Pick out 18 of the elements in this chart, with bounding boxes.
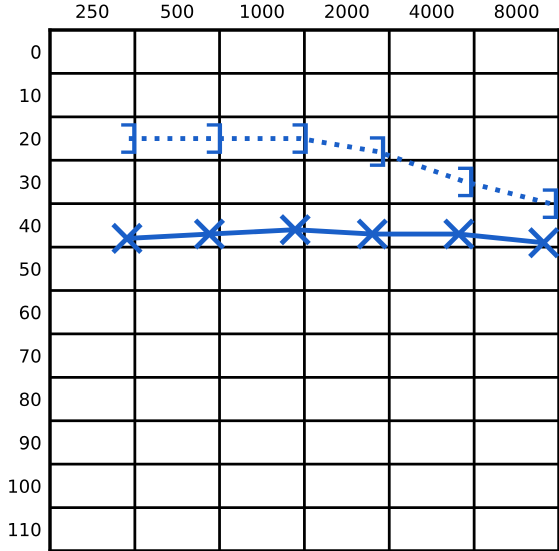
y-tick-label: 90: [20, 436, 40, 450]
y-tick-label: 60: [20, 306, 40, 320]
x-tick-label: 8000: [494, 4, 538, 18]
x-tick-label: 2000: [325, 4, 369, 18]
y-tick-label: 80: [20, 392, 40, 406]
x-tick-label: 4000: [410, 4, 454, 18]
y-tick-label: 70: [20, 349, 40, 363]
y-tick-label: 30: [20, 175, 40, 190]
y-tick-label: 20: [20, 132, 40, 146]
y-tick-label: 0: [31, 45, 40, 59]
y-tick-label: 50: [20, 262, 40, 276]
x-tick-label: 500: [161, 4, 194, 18]
x-tick-label: 250: [76, 4, 108, 18]
x-tick-label: 1000: [241, 4, 284, 18]
y-tick-label: 110: [9, 522, 40, 536]
y-tick-label: 10: [20, 88, 40, 102]
y-tick-label: 100: [9, 479, 40, 493]
y-tick-label: 40: [20, 218, 40, 232]
